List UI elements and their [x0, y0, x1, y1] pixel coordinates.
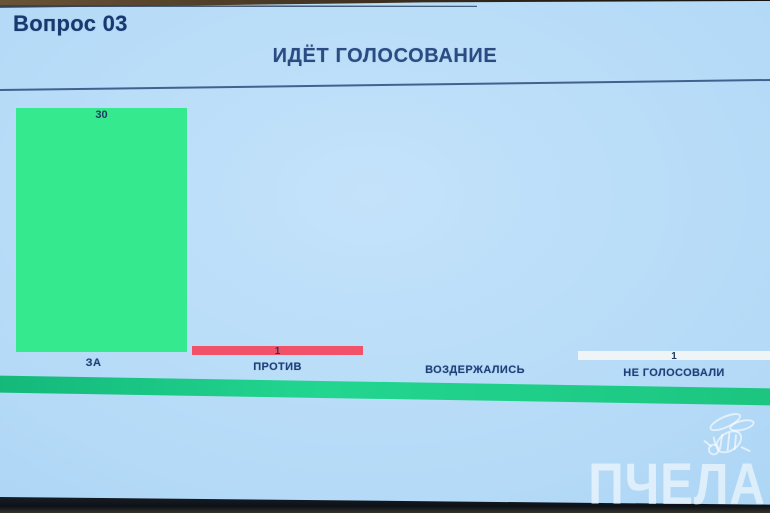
bar-za: 30 — [16, 108, 187, 352]
category-label-za: ЗА — [85, 357, 102, 369]
header-divider — [0, 78, 770, 92]
bar-value: 30 — [95, 109, 108, 121]
accent-stripe — [0, 375, 770, 406]
bar-value: 1 — [274, 346, 281, 357]
bar-ne-golosovali: 1 — [578, 351, 770, 362]
monitor-bottom-bezel — [0, 497, 770, 513]
category-label-ne-golosovali: НЕ ГОЛОСОВАЛИ — [623, 367, 725, 379]
category-label-protiv: ПРОТИВ — [253, 361, 302, 373]
screen-top-edge — [0, 5, 478, 7]
voting-status-title: ИДЁТ ГОЛОСОВАНИЕ — [272, 45, 498, 67]
bar-value: 1 — [671, 351, 677, 362]
category-label-vozderzhalis: ВОЗДЕРЖАЛИСЬ — [425, 364, 525, 376]
bar-protiv: 1 — [192, 346, 363, 357]
bee-icon — [703, 413, 755, 456]
question-label: Вопрос 03 — [13, 11, 128, 36]
